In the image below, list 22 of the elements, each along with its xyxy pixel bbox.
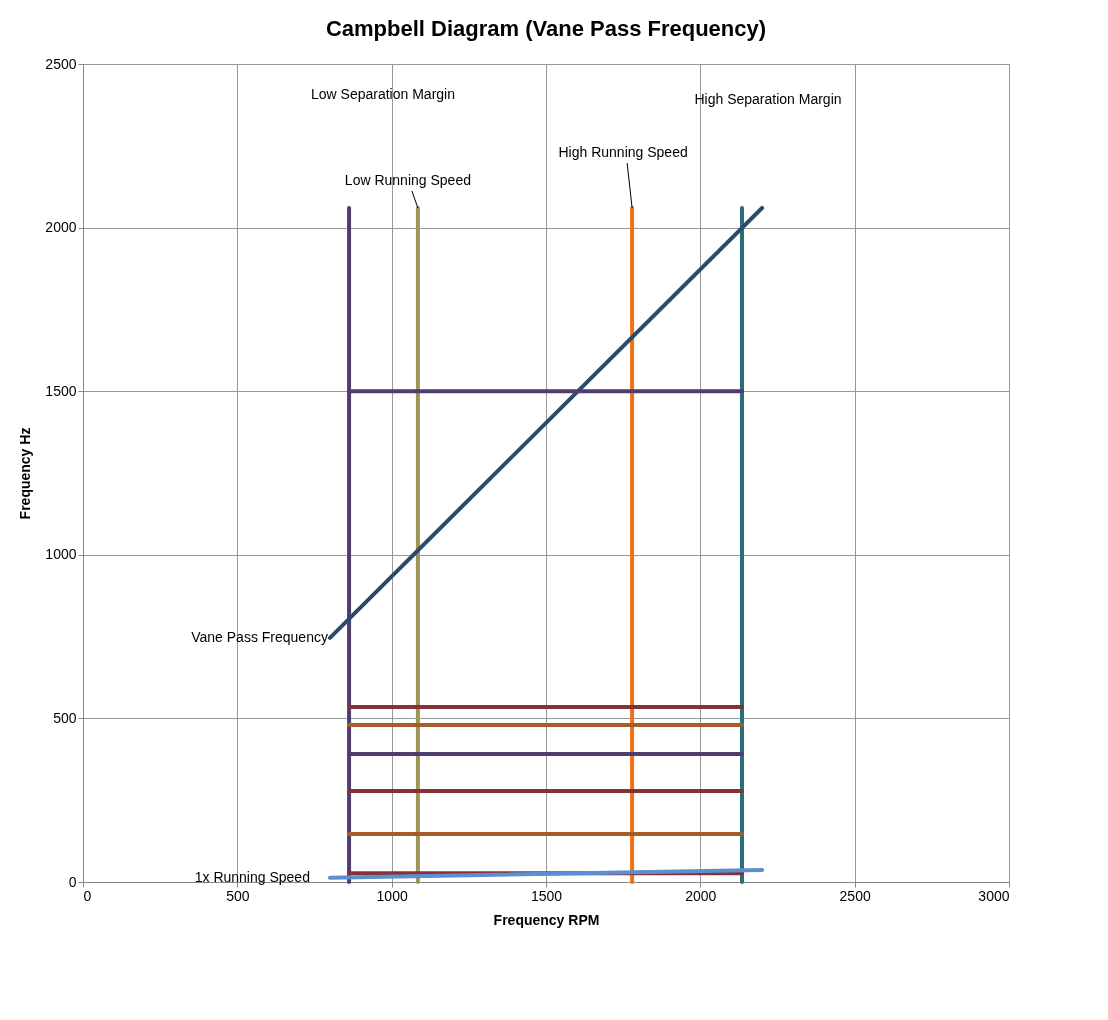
annotation: High Separation Margin bbox=[694, 91, 842, 107]
annotation: 1x Running Speed bbox=[194, 868, 310, 885]
x-tick-label: 0 bbox=[83, 887, 92, 904]
annotation: Low Running Speed bbox=[344, 171, 471, 188]
annotation: Vane Pass Frequency bbox=[191, 628, 328, 645]
annotation: Low Separation Margin bbox=[311, 86, 455, 102]
y-tick-label: 2500 bbox=[45, 55, 77, 72]
y-tick-label: 500 bbox=[53, 709, 77, 726]
x-tick-label: 2500 bbox=[839, 887, 871, 904]
y-tick-label: 1500 bbox=[45, 382, 77, 399]
x-tick-label: 500 bbox=[226, 887, 250, 904]
x-tick-label: 1500 bbox=[530, 887, 563, 904]
x-tick-label: 2000 bbox=[685, 887, 717, 904]
x-axis-title: Frequency RPM bbox=[493, 911, 600, 928]
x-tick-label: 3000 bbox=[978, 887, 1010, 904]
y-tick-label: 0 bbox=[68, 873, 77, 890]
y-tick-label: 2000 bbox=[45, 219, 77, 236]
chart-title: Campbell Diagram (Vane Pass Frequency) bbox=[325, 16, 767, 41]
y-tick-label: 1000 bbox=[45, 546, 77, 563]
annotation: High Running Speed bbox=[558, 143, 688, 160]
x-tick-label: 1000 bbox=[376, 887, 408, 904]
y-axis-title: Frequency Hz bbox=[17, 427, 34, 520]
